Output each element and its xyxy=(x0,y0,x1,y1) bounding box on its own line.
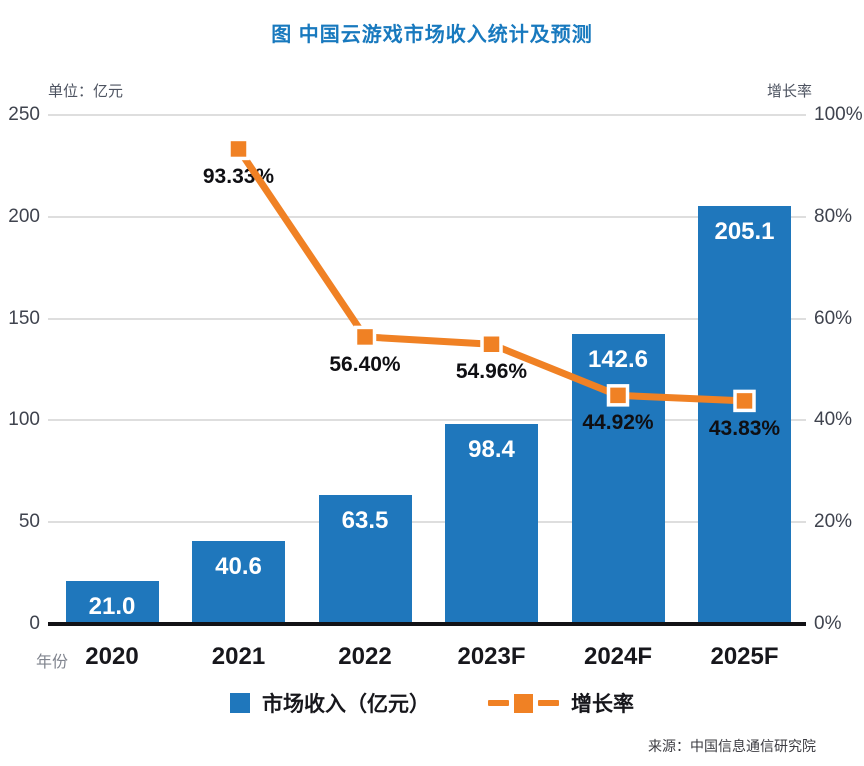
right-axis-tick-label: 0% xyxy=(814,613,842,634)
bar xyxy=(65,581,159,622)
bar-value-label: 98.4 xyxy=(468,435,515,463)
bar xyxy=(192,541,285,622)
legend-revenue-label: 市场收入（亿元） xyxy=(262,693,430,716)
bar xyxy=(571,333,665,622)
right-axis-unit-label: 增长率 xyxy=(766,83,812,100)
gridline xyxy=(48,419,806,422)
line-marker-icon xyxy=(353,325,377,349)
source-text: 来源：中国信息通信研究院 xyxy=(648,738,816,754)
right-axis-tick-label: 80% xyxy=(814,205,853,227)
x-tick-label: 2025F xyxy=(710,643,779,670)
line-marker-icon xyxy=(227,137,250,161)
gridline xyxy=(48,521,806,524)
bar xyxy=(445,423,538,622)
line-legend-swatch-icon xyxy=(488,693,559,713)
line-marker-icon xyxy=(480,333,503,356)
bar-value-label: 63.5 xyxy=(341,506,389,534)
gridline xyxy=(48,317,806,320)
left-axis-tick-label: 0 xyxy=(29,613,40,634)
bar-legend-swatch-icon xyxy=(230,693,250,713)
x-tick-label: 2021 xyxy=(211,643,266,670)
x-tick-label: 2023F xyxy=(457,643,526,670)
line-value-label: 93.33% xyxy=(202,164,275,188)
bar-value-label: 40.6 xyxy=(215,553,262,581)
chart-title: 图 中国云游戏市场收入统计及预测 xyxy=(271,24,593,46)
left-axis-tick-label: 100 xyxy=(8,409,40,431)
left-axis-tick-label: 200 xyxy=(8,205,40,227)
line-value-label: 54.96% xyxy=(455,360,528,384)
bar-value-label: 21.0 xyxy=(88,593,136,621)
legend-item-revenue: 市场收入（亿元） xyxy=(230,688,430,718)
legend-growth-label: 增长率 xyxy=(571,693,634,716)
bar xyxy=(698,206,791,622)
legend: 市场收入（亿元） 增长率 xyxy=(0,690,864,716)
line-value-label: 43.83% xyxy=(708,416,781,440)
left-axis-tick-label: 50 xyxy=(18,511,40,533)
right-axis-tick-label: 60% xyxy=(814,307,853,329)
bar-value-label: 142.6 xyxy=(587,345,649,373)
line-value-label: 44.92% xyxy=(582,411,654,435)
right-axis-tick-label: 100% xyxy=(814,104,863,125)
gridline xyxy=(48,114,806,116)
left-axis-unit-label: 单位：亿元 xyxy=(48,83,124,100)
left-axis-tick-label: 250 xyxy=(8,104,40,125)
x-tick-label: 2022 xyxy=(338,643,392,670)
bar xyxy=(318,494,412,622)
x-axis-title: 年份 xyxy=(36,654,69,671)
line-value-label: 56.40% xyxy=(329,352,401,376)
x-axis-line xyxy=(48,622,806,626)
right-axis-tick-label: 20% xyxy=(814,511,853,533)
left-axis-tick-label: 150 xyxy=(8,307,40,329)
x-tick-label: 2020 xyxy=(85,643,139,670)
right-axis-tick-label: 40% xyxy=(814,409,853,431)
legend-item-growth: 增长率 xyxy=(488,688,634,718)
bar-value-label: 205.1 xyxy=(714,218,775,246)
x-tick-label: 2024F xyxy=(583,643,653,670)
